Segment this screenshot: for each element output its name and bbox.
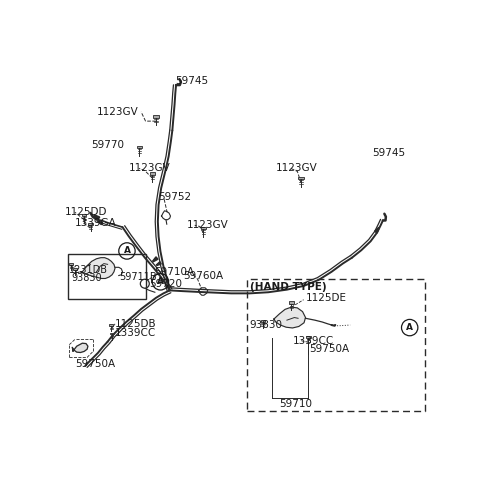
Bar bbox=[73, 268, 77, 270]
Bar bbox=[306, 336, 311, 338]
Text: 1123GV: 1123GV bbox=[186, 220, 228, 230]
Text: 59750A: 59750A bbox=[309, 344, 349, 354]
Text: 1231DB: 1231DB bbox=[69, 265, 108, 275]
Bar bbox=[289, 301, 294, 303]
Bar bbox=[201, 227, 206, 229]
Bar bbox=[137, 146, 142, 149]
Text: 59760A: 59760A bbox=[183, 271, 223, 281]
Polygon shape bbox=[72, 343, 88, 353]
Polygon shape bbox=[94, 215, 100, 220]
Bar bbox=[261, 320, 265, 322]
Bar bbox=[88, 223, 93, 225]
Text: 1339GA: 1339GA bbox=[75, 218, 117, 228]
Polygon shape bbox=[81, 258, 115, 279]
Text: 59745: 59745 bbox=[372, 148, 406, 158]
Text: 1123GV: 1123GV bbox=[129, 164, 170, 173]
Bar bbox=[68, 254, 146, 298]
Text: 59710: 59710 bbox=[279, 399, 312, 409]
Text: 93830: 93830 bbox=[250, 320, 283, 329]
Bar bbox=[150, 172, 155, 174]
Text: 1123GV: 1123GV bbox=[276, 164, 317, 173]
Text: A: A bbox=[123, 247, 131, 255]
Circle shape bbox=[140, 279, 149, 288]
Text: 1123GV: 1123GV bbox=[96, 107, 138, 117]
Polygon shape bbox=[274, 307, 305, 328]
Text: 59745: 59745 bbox=[175, 77, 208, 86]
Text: 1339CC: 1339CC bbox=[115, 328, 156, 338]
Bar bbox=[110, 332, 114, 334]
Polygon shape bbox=[156, 262, 161, 265]
Text: 1125DB: 1125DB bbox=[115, 319, 156, 329]
Bar bbox=[69, 263, 73, 264]
Bar bbox=[109, 324, 113, 326]
Text: 59770: 59770 bbox=[92, 140, 125, 150]
Bar bbox=[299, 177, 304, 179]
Polygon shape bbox=[153, 257, 158, 262]
Polygon shape bbox=[98, 221, 103, 225]
Text: 59752: 59752 bbox=[158, 192, 192, 203]
Text: 59720: 59720 bbox=[149, 279, 182, 288]
Bar bbox=[153, 115, 158, 118]
Text: 59710A: 59710A bbox=[154, 267, 194, 277]
Text: 59711B: 59711B bbox=[120, 272, 157, 283]
Text: 1125DE: 1125DE bbox=[305, 293, 347, 303]
Text: 93830: 93830 bbox=[71, 273, 102, 283]
Text: 1339CC: 1339CC bbox=[292, 335, 334, 346]
Text: (HAND TYPE): (HAND TYPE) bbox=[251, 282, 327, 291]
Polygon shape bbox=[374, 228, 379, 233]
Text: A: A bbox=[157, 277, 164, 287]
Bar bbox=[82, 214, 86, 216]
Text: 1125DD: 1125DD bbox=[64, 207, 107, 217]
Text: 59750A: 59750A bbox=[75, 359, 115, 369]
Text: A: A bbox=[406, 323, 413, 332]
